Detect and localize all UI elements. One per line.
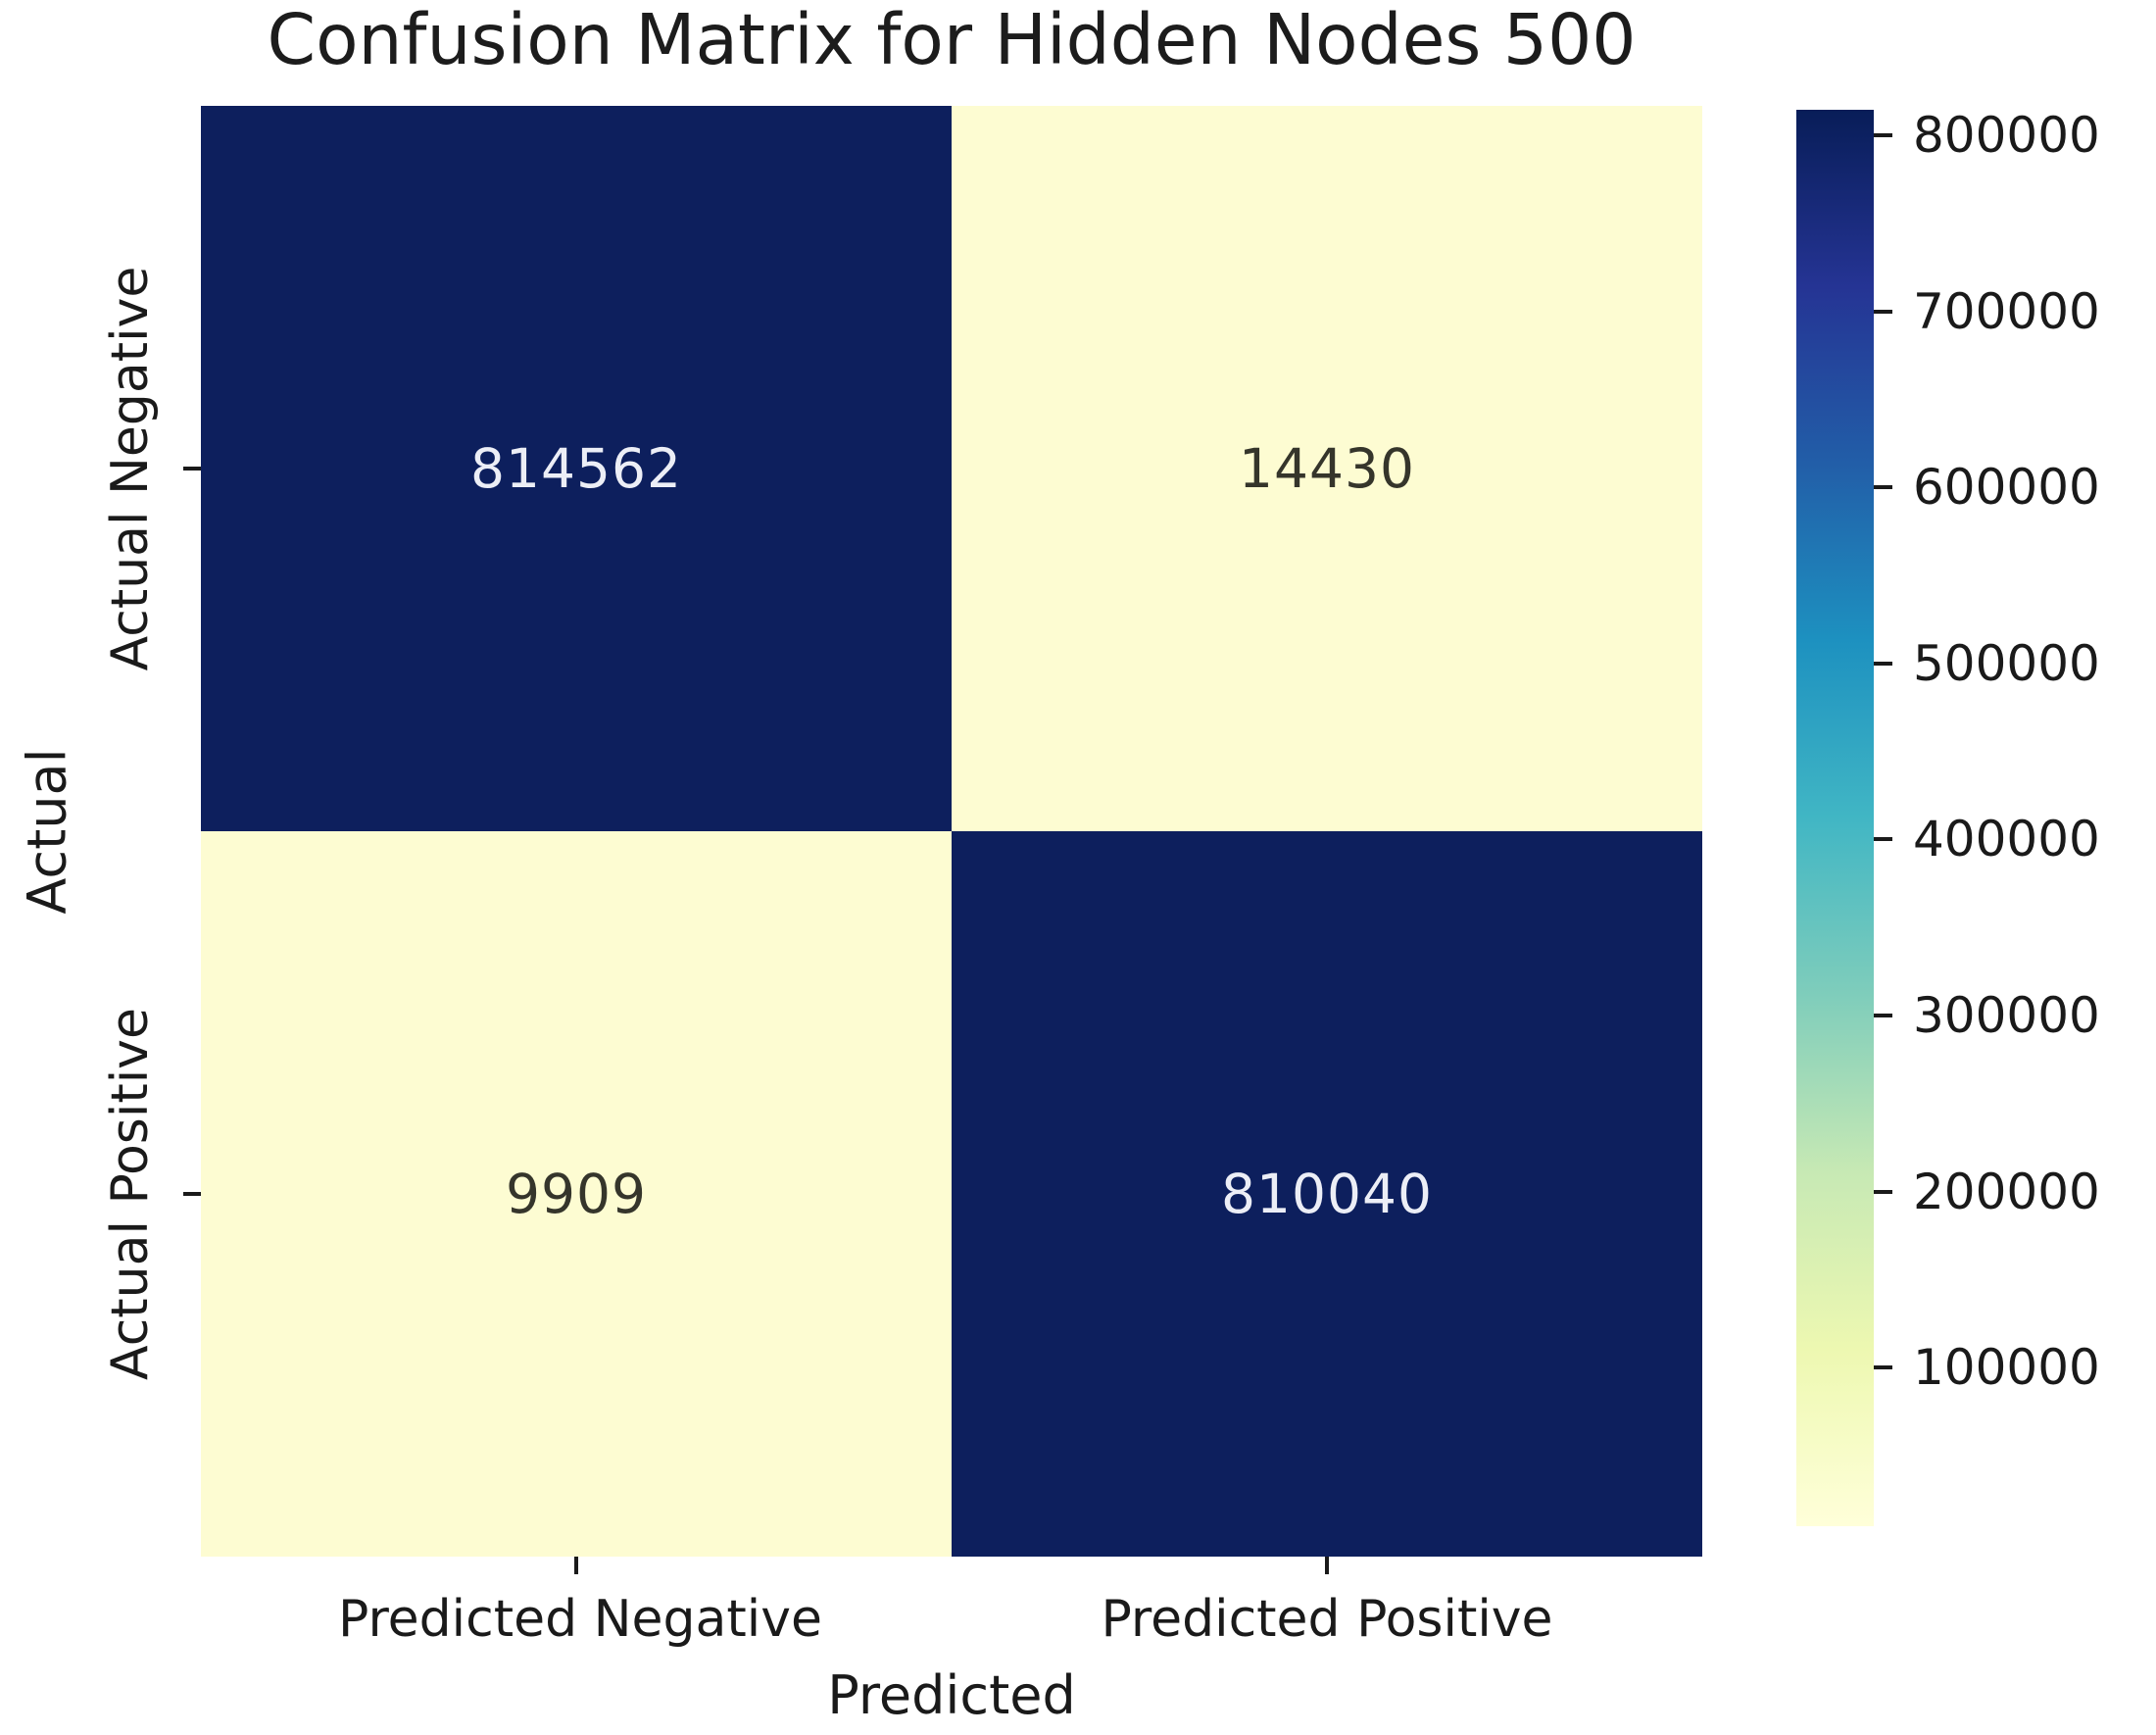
heatmap-grid: 814562 14430 9909 810040: [201, 106, 1702, 1557]
colorbar-tick-label: 700000: [1913, 282, 2100, 340]
heatmap-cell-value: 810040: [1221, 1163, 1433, 1225]
x-tick-label-predicted-positive: Predicted Positive: [1101, 1590, 1553, 1649]
x-tick-label-predicted-negative: Predicted Negative: [338, 1590, 822, 1649]
x-axis-label: Predicted: [827, 1664, 1076, 1726]
heatmap-cell: 810040: [952, 831, 1702, 1557]
colorbar-tick-label: 100000: [1913, 1339, 2100, 1397]
colorbar-tick-label: 200000: [1913, 1163, 2100, 1220]
y-tick-mark: [183, 467, 201, 471]
colorbar-tick-mark: [1874, 1189, 1892, 1194]
y-tick-label-actual-negative: Actual Negative: [101, 266, 160, 671]
x-tick-mark: [1325, 1557, 1329, 1574]
heatmap-cell: 9909: [201, 831, 952, 1557]
colorbar-tick-label: 500000: [1913, 634, 2100, 692]
colorbar-tick-mark: [1874, 309, 1892, 314]
heatmap-cell: 14430: [952, 106, 1702, 831]
colorbar-tick-label: 600000: [1913, 459, 2100, 517]
colorbar-tick-label: 400000: [1913, 811, 2100, 868]
colorbar-gradient: [1796, 110, 1874, 1526]
x-tick-mark: [574, 1557, 578, 1574]
y-tick-label-actual-positive: Actual Positive: [101, 1008, 160, 1380]
colorbar-tick-mark: [1874, 1365, 1892, 1370]
colorbar-tick-mark: [1874, 485, 1892, 490]
heatmap-cell-value: 9909: [506, 1163, 647, 1225]
heatmap-cell: 814562: [201, 106, 952, 831]
heatmap-cell-value: 814562: [470, 437, 682, 500]
colorbar-tick-label: 800000: [1913, 107, 2100, 165]
colorbar-tick-mark: [1874, 133, 1892, 138]
colorbar: 800000 700000 600000 500000 400000 300000 2000…: [1796, 107, 2100, 1526]
y-tick-mark: [183, 1192, 201, 1196]
colorbar-tick-mark: [1874, 661, 1892, 666]
colorbar-tick-mark: [1874, 1014, 1892, 1018]
chart-title: Confusion Matrix for Hidden Nodes 500: [267, 0, 1637, 80]
y-axis-label: Actual: [16, 748, 78, 915]
colorbar-tick-label: 300000: [1913, 987, 2100, 1045]
colorbar-tick-mark: [1874, 837, 1892, 842]
heatmap-cell-value: 14430: [1239, 437, 1415, 500]
